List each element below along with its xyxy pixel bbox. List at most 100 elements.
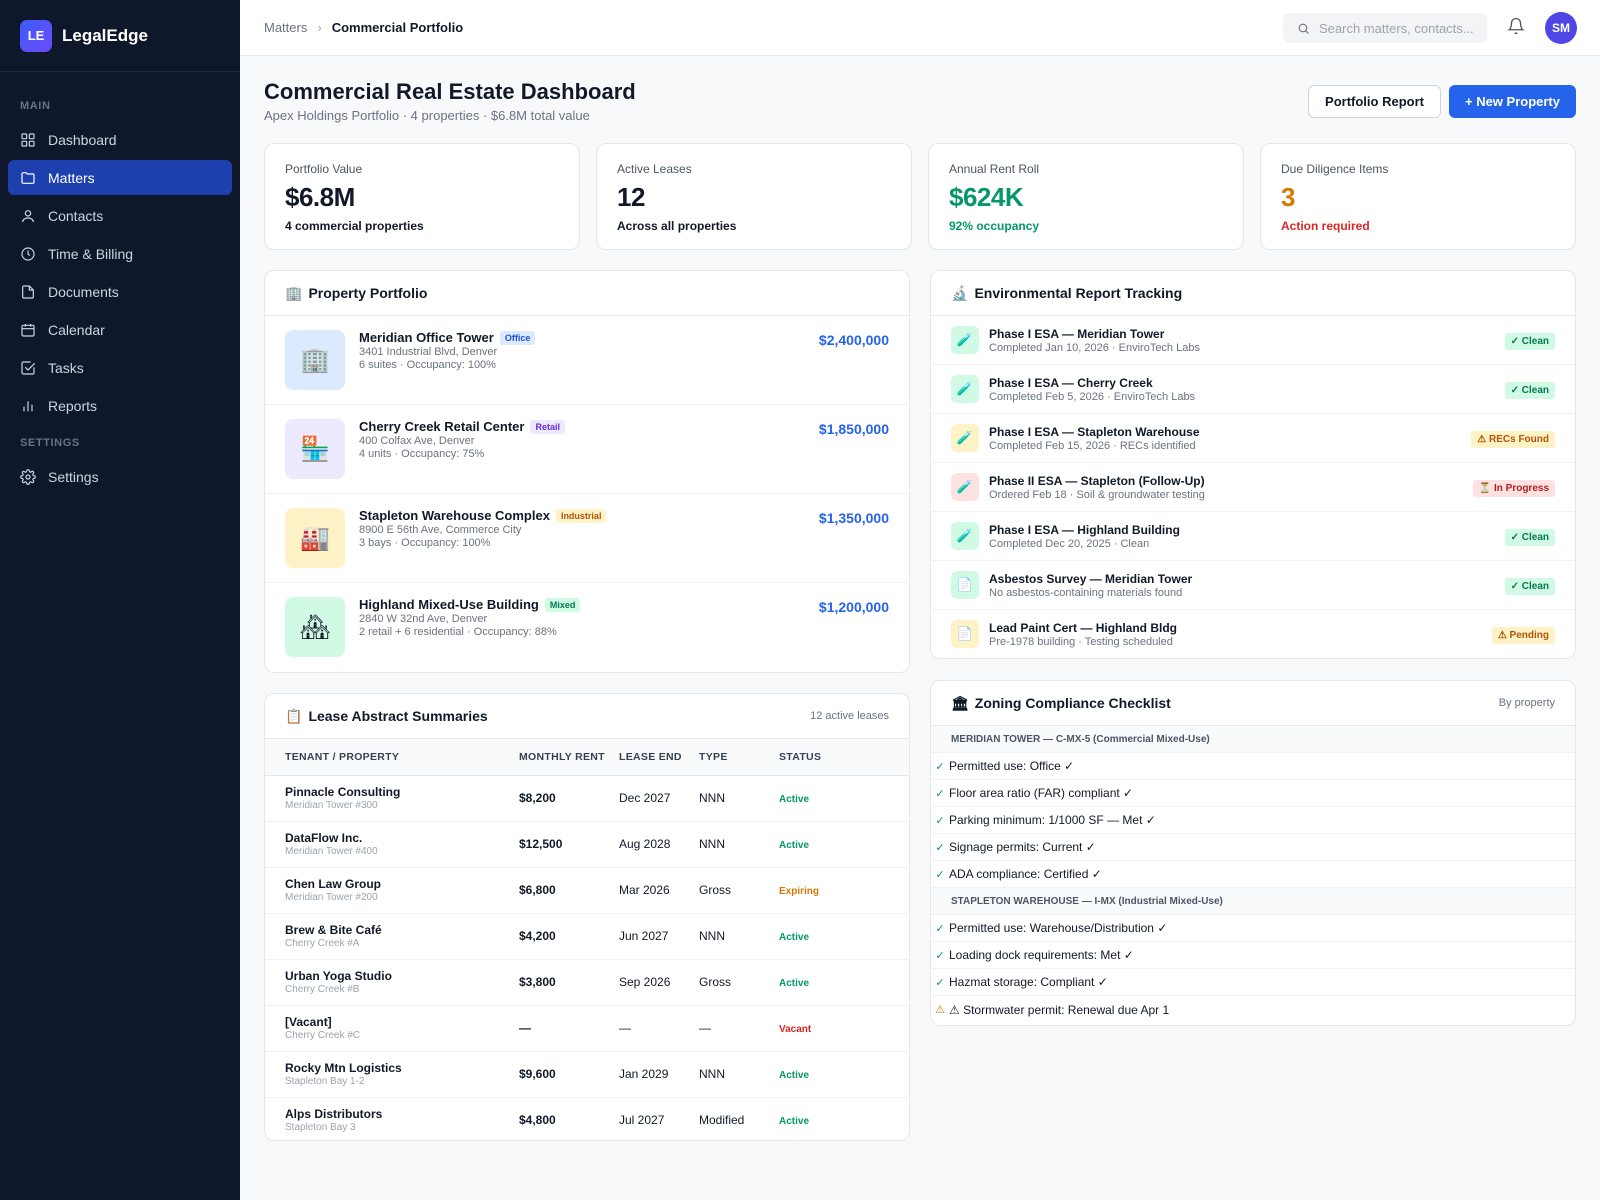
property-row[interactable]: 🏪 Cherry Creek Retail Center Retail 400 Col… [265, 405, 909, 494]
sidebar-item-time-billing[interactable]: Time & Billing [8, 236, 232, 271]
property-type-tag: Retail [530, 419, 565, 434]
lease-summaries-header: 📋 Lease Abstract Summaries 12 active lea… [265, 694, 909, 739]
property-row[interactable]: 🏢 Meridian Office Tower Office 3401 Industr… [265, 316, 909, 405]
checklist-item[interactable]: ✓ ADA compliance: Certified ✓ [931, 861, 1575, 888]
checklist-item[interactable]: ✓ Permitted use: Office ✓ [931, 753, 1575, 780]
property-type-tag: Industrial [555, 508, 607, 523]
sidebar-item-documents[interactable]: Documents [8, 274, 232, 309]
table-row[interactable]: Pinnacle Consulting Meridian Tower #300 $8… [265, 775, 909, 822]
table-row[interactable]: Chen Law Group Meridian Tower #200 $6,800 M… [265, 867, 909, 914]
report-row[interactable]: 🧪 Phase I ESA — Meridian Tower Completed J… [931, 316, 1575, 365]
gear-icon [20, 468, 36, 485]
table-row[interactable]: Brew & Bite Café Cherry Creek #A $4,200 Jun… [265, 913, 909, 960]
lease-summaries-panel: 📋 Lease Abstract Summaries 12 active lea… [264, 693, 910, 1141]
lease-type: Modified [699, 1113, 745, 1128]
monthly-rent: $12,500 [519, 821, 619, 868]
property-name[interactable]: Stapleton Warehouse Complex [359, 508, 550, 523]
checklist-item[interactable]: ✓ Signage permits: Current ✓ [931, 834, 1575, 861]
status-badge: ⚠ Pending [1491, 627, 1555, 644]
sidebar-item-label: Tasks [48, 359, 84, 376]
table-row[interactable]: [Vacant] Cherry Creek #C — — — Vacant [265, 1005, 909, 1052]
checklist-item[interactable]: ✓ Hazmat storage: Compliant ✓ [931, 969, 1575, 996]
checklist-item[interactable]: ✓ Floor area ratio (FAR) compliant ✓ [931, 780, 1575, 807]
table-row[interactable]: Urban Yoga Studio Cherry Creek #B $3,800 Se… [265, 959, 909, 1006]
sidebar-item-calendar[interactable]: Calendar [8, 312, 232, 347]
report-icon: 🧪 [951, 522, 979, 550]
checklist-text: Parking minimum: 1/1000 SF — Met ✓ [949, 813, 1156, 827]
stat-label: Annual Rent Roll [949, 162, 1040, 176]
property-detail: 3 bays · Occupancy: 100% [359, 537, 491, 549]
avatar[interactable]: SM [1545, 12, 1577, 44]
notifications-button[interactable] [1507, 17, 1529, 39]
tenant-cell: Alps Distributors Stapleton Bay 3 [265, 1097, 519, 1140]
sidebar-item-reports[interactable]: Reports [8, 388, 232, 423]
tenant-name: Rocky Mtn Logistics [285, 1061, 402, 1075]
property-list: 🏢 Meridian Office Tower Office 3401 Industr… [265, 316, 909, 672]
property-name[interactable]: Highland Mixed-Use Building [359, 597, 539, 612]
property-row[interactable]: 🏭 Stapleton Warehouse Complex Industrial 89… [265, 494, 909, 583]
sidebar-item-tasks[interactable]: Tasks [8, 350, 232, 385]
new-property-button[interactable]: + New Property [1449, 85, 1576, 118]
stat-card-portfolio-value: Portfolio Value $6.8M 4 commercial propert… [264, 143, 580, 250]
table-row[interactable]: Rocky Mtn Logistics Stapleton Bay 1-2 $9,6… [265, 1051, 909, 1098]
monthly-rent: $4,800 [519, 1113, 556, 1128]
checklist-item[interactable]: ✓ Loading dock requirements: Met ✓ [931, 942, 1575, 969]
column-header-type[interactable]: TYPE [699, 739, 779, 776]
report-row[interactable]: 🧪 Phase I ESA — Cherry Creek Completed Feb… [931, 365, 1575, 414]
checklist-text: Hazmat storage: Compliant ✓ [949, 975, 1108, 989]
report-row[interactable]: 🧪 Phase I ESA — Stapleton Warehouse Comple… [931, 414, 1575, 463]
search-box[interactable] [1283, 13, 1487, 43]
tenant-cell: Rocky Mtn Logistics Stapleton Bay 1-2 [265, 1051, 519, 1098]
sidebar-item-contacts[interactable]: Contacts [8, 198, 232, 233]
portfolio-report-button[interactable]: Portfolio Report [1308, 85, 1441, 118]
sidebar-item-dashboard[interactable]: Dashboard [8, 122, 232, 157]
property-portfolio-header: 🏢 Property Portfolio [265, 271, 909, 316]
report-detail: Completed Feb 15, 2026 · RECs identified [989, 440, 1196, 452]
zoning-filter[interactable]: By property [1498, 697, 1555, 709]
lease-end: Mar 2026 [619, 867, 699, 914]
checklist-item[interactable]: ⚠ ⚠ Stormwater permit: Renewal due Apr 1 [931, 996, 1575, 1023]
table-row[interactable]: DataFlow Inc. Meridian Tower #400 $12,500 A… [265, 821, 909, 868]
report-row[interactable]: 🧪 Phase I ESA — Highland Building Complete… [931, 512, 1575, 561]
status-cell: Vacant [779, 1005, 909, 1052]
lease-type: NNN [699, 775, 779, 822]
folder-icon [21, 171, 35, 184]
check-icon: ✓ [935, 841, 945, 854]
property-address: 2840 W 32nd Ave, Denver [359, 613, 488, 625]
checklist-item[interactable]: ✓ Parking minimum: 1/1000 SF — Met ✓ [931, 807, 1575, 834]
table-row[interactable]: Alps Distributors Stapleton Bay 3 $4,800 Ju… [265, 1097, 909, 1140]
report-row[interactable]: 🧪 Phase II ESA — Stapleton (Follow-Up) Ord… [931, 463, 1575, 512]
breadcrumb-root[interactable]: Matters [264, 20, 308, 35]
report-row[interactable]: 📄 Lead Paint Cert — Highland Bldg Pre-1978… [931, 610, 1575, 658]
property-row[interactable]: 🏘 Highland Mixed-Use Building Mixed 2840 W … [265, 583, 909, 672]
report-row[interactable]: 📄 Asbestos Survey — Meridian Tower No asbe… [931, 561, 1575, 610]
property-name[interactable]: Meridian Office Tower [359, 330, 494, 345]
search-input[interactable] [1319, 20, 1479, 36]
monthly-rent: $8,200 [519, 775, 619, 822]
check-icon: ✓ [935, 868, 945, 881]
sidebar-item-label: Dashboard [48, 131, 117, 148]
stat-label: Due Diligence Items [1281, 162, 1389, 176]
checklist-item[interactable]: ✓ Permitted use: Warehouse/Distribution ✓ [931, 915, 1575, 942]
tenant-name: Alps Distributors [285, 1107, 383, 1122]
property-name[interactable]: Cherry Creek Retail Center [359, 419, 525, 434]
property-name-line: Meridian Office Tower Office [359, 330, 536, 345]
lease-type: Gross [699, 959, 779, 1006]
column-header-status[interactable]: STATUS [779, 739, 909, 776]
sidebar-item-settings[interactable]: Settings [8, 459, 232, 494]
lease-end: Aug 2028 [619, 821, 699, 868]
property-value: $1,850,000 [818, 421, 889, 437]
sidebar-item-label: Reports [48, 397, 98, 414]
stat-value: $624K [949, 182, 1024, 212]
column-header-monthly-rent[interactable]: MONTHLY RENT [519, 739, 619, 776]
tenant-property: Meridian Tower #200 [285, 892, 378, 903]
column-header-lease-end[interactable]: LEASE END [619, 739, 699, 776]
brand-name: LegalEdge [62, 25, 148, 45]
environmental-panel: 🔬 Environmental Report Tracking 🧪 Phase I… [930, 270, 1576, 659]
column-header-tenant-property[interactable]: TENANT / PROPERTY [265, 739, 519, 776]
lease-end: Dec 2027 [619, 775, 699, 822]
sidebar-item-matters[interactable]: Matters [8, 160, 232, 195]
property-address: 400 Colfax Ave, Denver [359, 435, 475, 447]
brand[interactable]: LE LegalEdge [0, 0, 240, 72]
status-cell: Expiring [779, 867, 909, 914]
